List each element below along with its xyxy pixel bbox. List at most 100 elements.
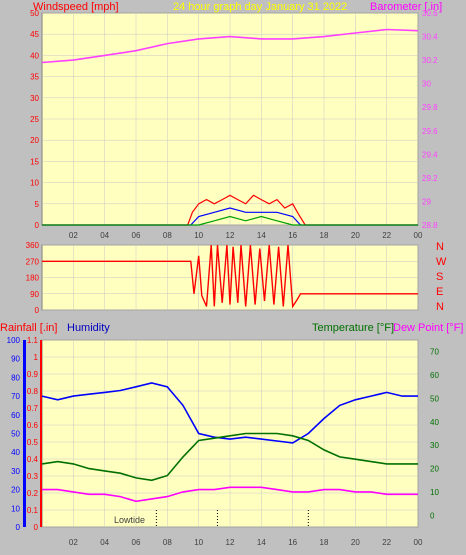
barometer-tick-label: 29.2 — [422, 174, 438, 183]
wind-x-ticks: 02 04 06 08 10 12 14 16 18 20 22 00 — [69, 231, 423, 240]
temperature-line — [41, 432, 418, 482]
wind-low-line — [42, 215, 418, 226]
humidity-tick-label: 0 — [16, 523, 21, 532]
direction-tick-label: 180 — [26, 274, 40, 283]
barometer-ticks: 28.8 29 29.2 29.4 29.6 29.8 30 30.2 30.4 30.6 — [422, 9, 438, 230]
x-tick-label: 12 — [226, 231, 235, 240]
barometer-tick-label: 29.4 — [422, 150, 438, 159]
x-tick-label: 10 — [194, 231, 203, 240]
windspeed-tick-label: 40 — [30, 51, 39, 60]
wind-barometer-grid — [42, 12, 419, 226]
humidity-line — [41, 382, 418, 444]
wind-direction-line — [42, 244, 418, 309]
rain-tick-label: 0.7 — [27, 404, 39, 413]
barometer-tick-label: 30.6 — [422, 9, 438, 18]
dewpoint-axis-title: Dew Point [°F] — [393, 322, 463, 334]
windspeed-tick-label: 35 — [30, 73, 39, 82]
x-tick-label: 02 — [69, 231, 78, 240]
barometer-tick-label: 30.2 — [422, 56, 438, 65]
direction-tick-label: 0 — [35, 306, 40, 315]
x-tick-label: 06 — [132, 231, 141, 240]
dewpoint-line — [42, 486, 418, 503]
x-tick-label: 06 — [132, 538, 141, 547]
temperature-tick-label: 10 — [430, 488, 439, 497]
compass-label: N — [436, 241, 444, 253]
rain-ticks: 0 0.1 0.2 0.3 0.4 0.5 0.6 0.7 0.8 0.9 1 1.1 — [27, 336, 39, 532]
x-tick-label: 18 — [320, 231, 329, 240]
x-tick-label: 16 — [288, 538, 297, 547]
x-tick-label: 16 — [288, 231, 297, 240]
humidity-tick-label: 60 — [11, 411, 20, 420]
rain-tick-label: 0.4 — [27, 455, 39, 464]
x-tick-label: 20 — [351, 231, 360, 240]
wind-average-line — [42, 207, 418, 226]
temperature-tick-label: 20 — [430, 465, 439, 474]
x-tick-label: 22 — [382, 231, 391, 240]
compass-label: N — [436, 301, 444, 313]
barometer-tick-label: 29.6 — [422, 127, 438, 136]
wind-direction-series — [42, 244, 418, 309]
humidity-tick-label: 10 — [11, 504, 20, 513]
temperature-tick-label: 50 — [430, 394, 439, 403]
windspeed-ticks: 0 5 10 15 20 25 30 35 40 45 50 — [30, 9, 39, 230]
barometer-tick-label: 28.8 — [422, 221, 438, 230]
humidity-tick-label: 100 — [7, 336, 21, 345]
barometer-tick-label: 30 — [422, 80, 431, 89]
x-tick-label: 14 — [257, 538, 266, 547]
rain-tick-label: 0.1 — [27, 506, 39, 515]
barometer-line — [41, 28, 419, 64]
rain-tick-label: 0.3 — [27, 472, 39, 481]
wind-barometer-series — [41, 28, 419, 226]
humidity-axis-title: Humidity — [67, 322, 110, 334]
humidity-tick-label: 70 — [11, 392, 20, 401]
windspeed-axis-title: Windspeed [mph] — [33, 1, 119, 13]
barometer-tick-label: 29.8 — [422, 103, 438, 112]
graph-title: 24 hour graph day January 31 2022 — [173, 1, 347, 13]
x-tick-label: 12 — [226, 538, 235, 547]
rain-tick-label: 0.8 — [27, 387, 39, 396]
direction-tick-label: 90 — [30, 290, 39, 299]
direction-tick-label: 270 — [26, 257, 40, 266]
rain-axis-bar — [40, 340, 42, 527]
humidity-tick-label: 90 — [11, 355, 20, 364]
x-tick-label: 04 — [100, 231, 109, 240]
rain-humidity-temperature-series — [41, 382, 418, 527]
x-tick-label: 20 — [351, 538, 360, 547]
humidity-tick-label: 30 — [11, 467, 20, 476]
lowtide-annotation: Lowtide — [114, 515, 145, 525]
rain-tick-label: 0.9 — [27, 370, 39, 379]
windspeed-line — [42, 194, 418, 226]
bottom-x-ticks: 02 04 06 08 10 12 14 16 18 20 22 00 — [69, 538, 423, 547]
rain-tick-label: 1.1 — [27, 336, 39, 345]
x-tick-label: 02 — [69, 538, 78, 547]
humidity-tick-label: 20 — [11, 486, 20, 495]
barometer-tick-label: 29 — [422, 197, 431, 206]
rain-tick-label: 0.5 — [27, 438, 39, 447]
windspeed-tick-label: 20 — [30, 136, 39, 145]
humidity-axis-bar — [23, 340, 26, 527]
rain-tick-label: 0.6 — [27, 421, 39, 430]
barometer-axis-title: Barometer [.in] — [370, 1, 442, 13]
x-tick-label: 08 — [163, 231, 172, 240]
windspeed-tick-label: 25 — [30, 115, 39, 124]
temperature-axis-title: Temperature [°F] — [312, 322, 394, 334]
direction-tick-label: 360 — [26, 241, 40, 250]
rain-tick-label: 0.2 — [27, 489, 39, 498]
windspeed-tick-label: 50 — [30, 9, 39, 18]
x-tick-label: 08 — [163, 538, 172, 547]
compass-label: S — [436, 271, 443, 283]
humidity-ticks: 0 10 20 30 40 50 60 70 80 90 100 — [7, 336, 21, 532]
rain-humidity-grid — [42, 339, 419, 528]
rain-axis-title: Rainfall [.in] — [0, 322, 57, 334]
x-tick-label: 10 — [194, 538, 203, 547]
x-tick-label: 22 — [382, 538, 391, 547]
compass-label: E — [436, 286, 443, 298]
windspeed-tick-label: 0 — [35, 221, 40, 230]
temperature-tick-label: 0 — [430, 511, 435, 520]
windspeed-tick-label: 30 — [30, 94, 39, 103]
x-tick-label: 04 — [100, 538, 109, 547]
wind-direction-ticks: 0 90 180 270 360 — [26, 241, 40, 315]
windspeed-tick-label: 5 — [35, 200, 40, 209]
